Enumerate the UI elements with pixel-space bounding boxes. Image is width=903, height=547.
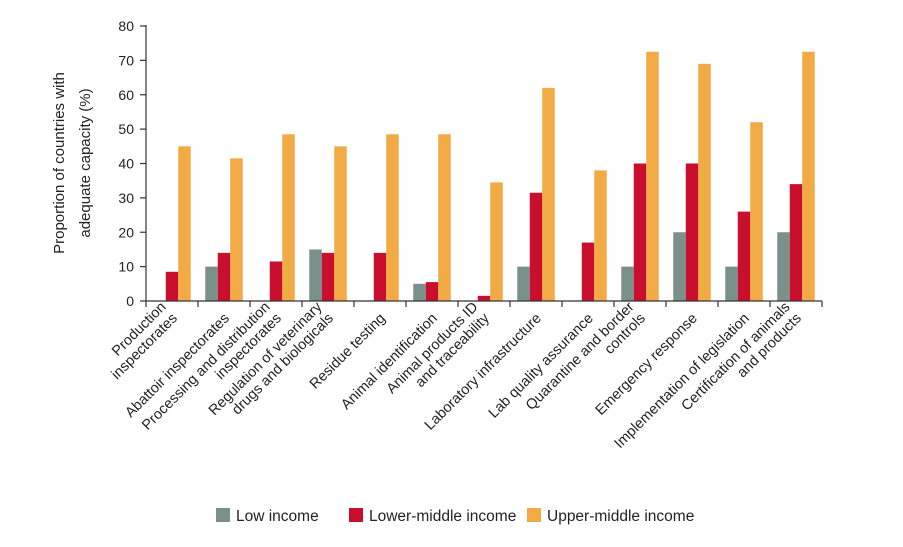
bar (673, 232, 686, 301)
y-tick-label: 50 (118, 121, 134, 137)
bar (750, 122, 763, 301)
bar (737, 211, 751, 301)
bar (269, 261, 283, 301)
bar (217, 252, 231, 301)
bar (685, 163, 699, 301)
legend-label: Lower-middle income (369, 508, 516, 525)
bar (438, 134, 451, 301)
y-tick-label: 40 (118, 156, 134, 172)
bar (477, 295, 491, 301)
bar (413, 283, 426, 301)
bar (517, 266, 530, 301)
bar (282, 134, 295, 301)
legend-label: Low income (236, 508, 319, 525)
bar (802, 51, 815, 301)
y-axis-title: Proportion of countries with adequate cap… (51, 72, 94, 254)
y-tick-label: 10 (118, 259, 134, 275)
y-tick-label: 20 (118, 224, 134, 240)
bar (230, 158, 243, 301)
y-tick-label: 0 (126, 293, 134, 309)
x-axis (145, 300, 823, 307)
bar (777, 232, 790, 301)
y-tick-label: 70 (118, 52, 134, 68)
bar (594, 170, 607, 301)
bar (309, 249, 322, 301)
bar (725, 266, 738, 301)
bar (373, 252, 387, 301)
legend-swatch (349, 508, 363, 522)
bar (789, 184, 803, 301)
bars (165, 51, 815, 301)
bar (178, 146, 191, 301)
y-tick-label: 30 (118, 190, 134, 206)
bar (529, 192, 543, 301)
bar (321, 252, 335, 301)
bar (205, 266, 218, 301)
bar (621, 266, 634, 301)
bar (165, 271, 179, 301)
bar (698, 63, 711, 301)
y-tick-label: 60 (118, 87, 134, 103)
bar (425, 282, 439, 301)
bar (490, 182, 503, 301)
bar (386, 134, 399, 301)
bar (334, 146, 347, 301)
bar (646, 51, 659, 301)
legend-swatch (216, 508, 230, 522)
bar (633, 163, 647, 301)
y-tick-label: 80 (118, 18, 134, 34)
legend-label: Upper-middle income (547, 508, 694, 525)
bar (542, 87, 555, 301)
y-axis-label: Proportion of countries with adequate cap… (51, 72, 94, 254)
bar (581, 242, 595, 301)
legend: Low income Lower-middle income Upper-middl… (216, 508, 694, 525)
y-axis: 0 10 20 30 40 50 60 70 80 (118, 18, 147, 309)
legend-swatch (527, 508, 541, 522)
